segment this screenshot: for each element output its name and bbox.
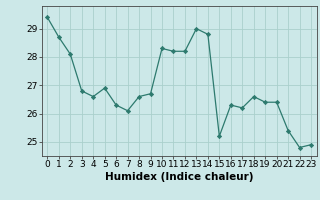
X-axis label: Humidex (Indice chaleur): Humidex (Indice chaleur): [105, 172, 253, 182]
